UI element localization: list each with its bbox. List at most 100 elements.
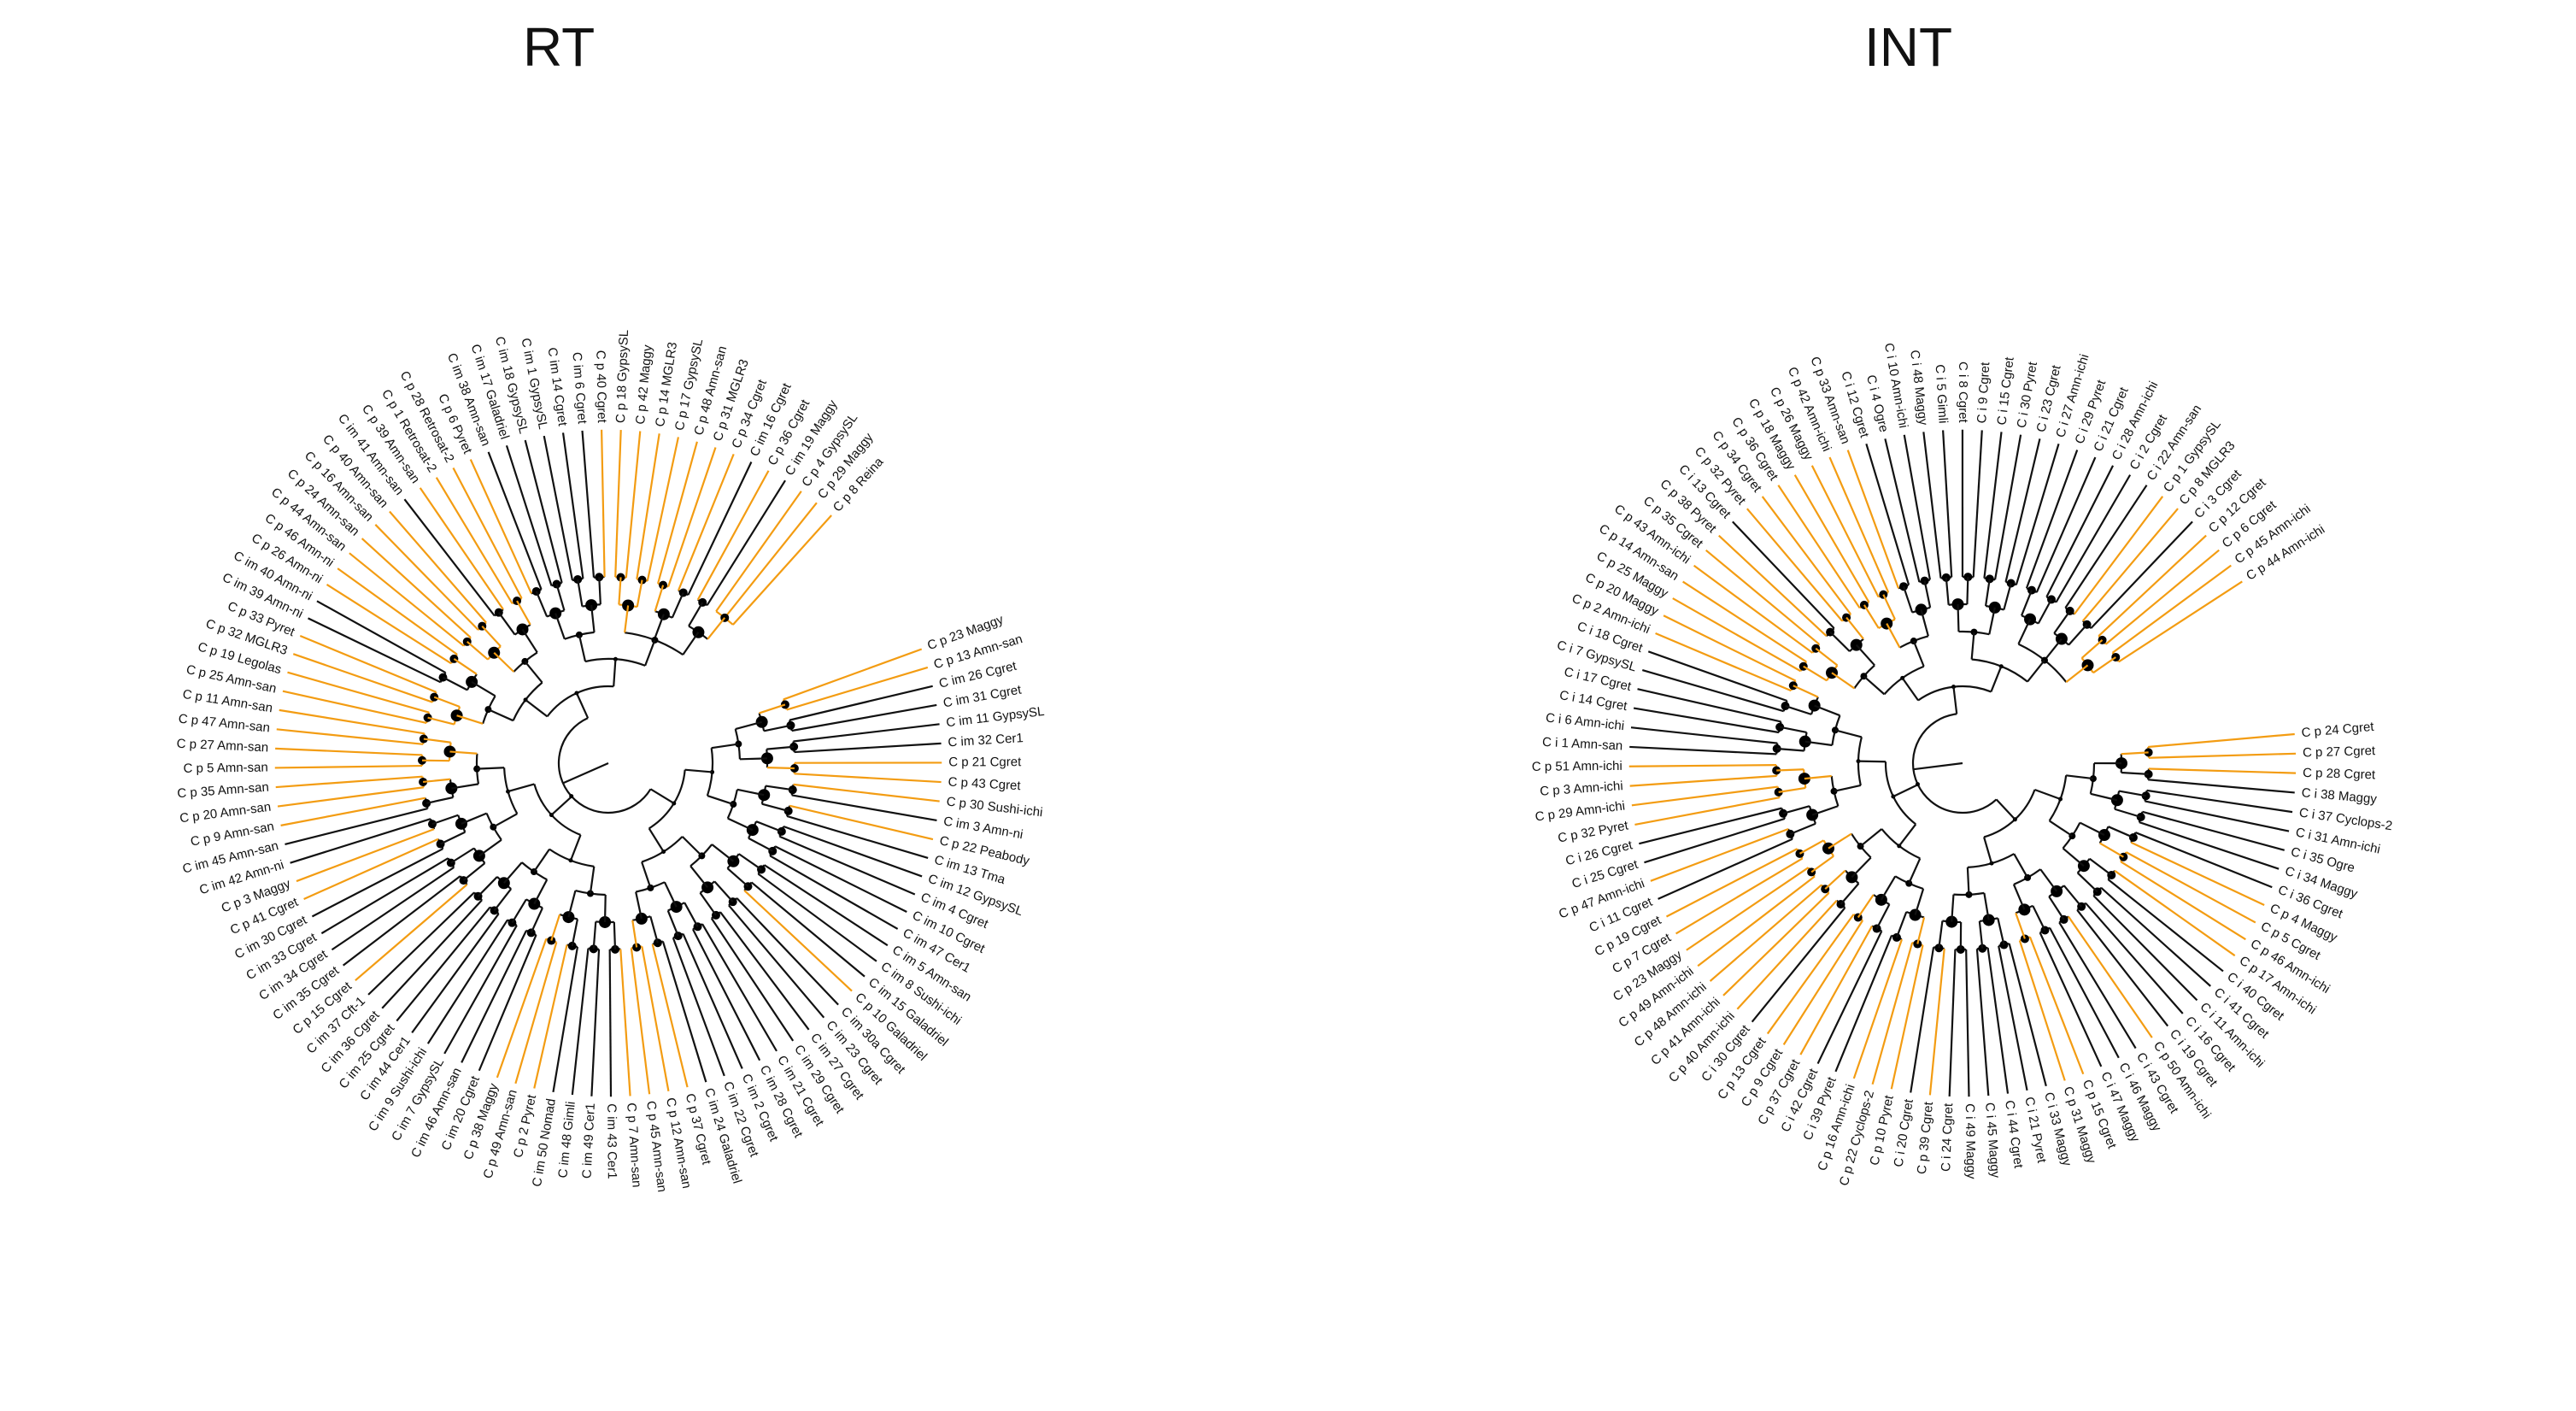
int-branch	[1840, 883, 1860, 905]
rt-branch	[711, 844, 735, 862]
int-branch	[2076, 909, 2169, 1027]
rt-support-node	[622, 599, 635, 612]
rt-node	[569, 794, 574, 799]
int-branch	[1803, 665, 1828, 682]
rt-support-node	[436, 839, 445, 849]
int-leaf-label: C i 44 Cgret	[2002, 1099, 2026, 1169]
rt-branch	[663, 881, 678, 908]
int-support-node	[1945, 915, 1958, 928]
int-branch	[2076, 872, 2098, 893]
int-branch	[1804, 774, 1832, 780]
int-branch	[1857, 894, 1875, 919]
int-branch	[1884, 438, 1921, 583]
rt-support-node	[635, 912, 648, 925]
rt-branch	[493, 651, 515, 673]
int-branch	[1793, 685, 1819, 698]
rt-branch	[461, 812, 488, 825]
rt-branch	[575, 692, 590, 719]
rt-support-node	[616, 573, 625, 582]
rt-branch	[337, 567, 458, 656]
int-branch	[2148, 767, 2297, 774]
rt-support-node	[418, 755, 427, 765]
rt-branch	[481, 625, 502, 647]
rt-branch	[794, 742, 942, 754]
rt-leaf-label: C p 45 Amn-san	[643, 1100, 669, 1193]
rt-branch	[279, 708, 425, 735]
rt-branch	[275, 775, 423, 789]
rt-branch	[477, 767, 505, 770]
rt-branch	[431, 814, 459, 826]
int-branch	[1928, 948, 1945, 1096]
rt-branch	[763, 724, 791, 732]
int-support-node	[2040, 926, 2050, 935]
rt-leaf-label: C im 11 GypsySL	[945, 704, 1045, 730]
rt-branch	[671, 592, 684, 619]
int-branch	[2121, 751, 2149, 755]
int-branch	[1746, 508, 1843, 622]
int-branch	[1647, 650, 1787, 703]
int-branch	[1916, 917, 1926, 944]
rt-branch	[478, 838, 502, 857]
rt-branch	[590, 604, 596, 633]
rt-branch	[688, 602, 704, 627]
rt-branch	[453, 657, 478, 675]
int-leaf-label: C i 24 Cgret	[1939, 1102, 1956, 1172]
rt-branch	[311, 848, 443, 918]
int-branch	[1672, 597, 1802, 673]
rt-branch	[786, 814, 929, 860]
int-branch	[1663, 614, 1797, 682]
int-branch	[1828, 832, 1852, 850]
int-branch	[2035, 456, 2097, 593]
rt-branch	[619, 949, 631, 1096]
rt-branch	[590, 949, 601, 1096]
rt-branch	[759, 703, 786, 714]
int-leaf-label: C p 28 Cgret	[2303, 766, 2376, 783]
rt-branch	[578, 634, 587, 662]
rt-branch	[653, 614, 665, 641]
rt-branch	[757, 873, 877, 962]
rt-branch	[502, 861, 523, 884]
rt-branch	[533, 944, 568, 1089]
int-branch	[2090, 792, 2118, 802]
rt-branch	[677, 453, 735, 591]
rt-node	[613, 656, 618, 661]
int-branch	[2045, 465, 2115, 597]
int-branch	[1882, 594, 1896, 620]
int-branch	[2105, 549, 2220, 645]
rt-support-node	[657, 608, 670, 620]
int-branch	[2118, 580, 2243, 663]
rt-branch	[778, 835, 916, 896]
rt-branch	[355, 884, 468, 982]
int-branch	[2067, 915, 2153, 1038]
rt-leaf-label: C im 32 Cer1	[948, 731, 1024, 750]
rt-panel-title: RT	[523, 16, 596, 78]
rt-branch	[793, 783, 940, 803]
int-branch	[1776, 768, 1804, 772]
rt-branch	[456, 714, 484, 725]
int-branch	[1890, 944, 1924, 1090]
int-branch	[2073, 496, 2164, 615]
rt-branch	[326, 583, 452, 665]
rt-branch	[699, 892, 717, 916]
rt-branch	[487, 451, 543, 590]
int-branch	[1718, 534, 1828, 638]
int-branch	[2068, 624, 2088, 646]
int-branch	[1675, 857, 1804, 935]
rt-branch	[367, 891, 475, 996]
int-branch	[1631, 785, 1778, 807]
int-branch	[1965, 949, 1970, 1097]
int-branch	[1793, 474, 1870, 603]
rt-branch	[521, 628, 538, 654]
rt-branch	[275, 747, 423, 756]
int-leaf-label: C i 6 Amn-ichi	[1545, 710, 1625, 733]
rt-branch	[280, 797, 426, 826]
int-branch	[1988, 607, 1996, 635]
rt-branch	[766, 767, 795, 770]
int-branch	[1966, 867, 1970, 895]
rt-branch	[672, 937, 725, 1077]
rt-branch	[656, 441, 698, 585]
rt-branch	[654, 585, 665, 612]
int-branch	[1766, 914, 1855, 1035]
